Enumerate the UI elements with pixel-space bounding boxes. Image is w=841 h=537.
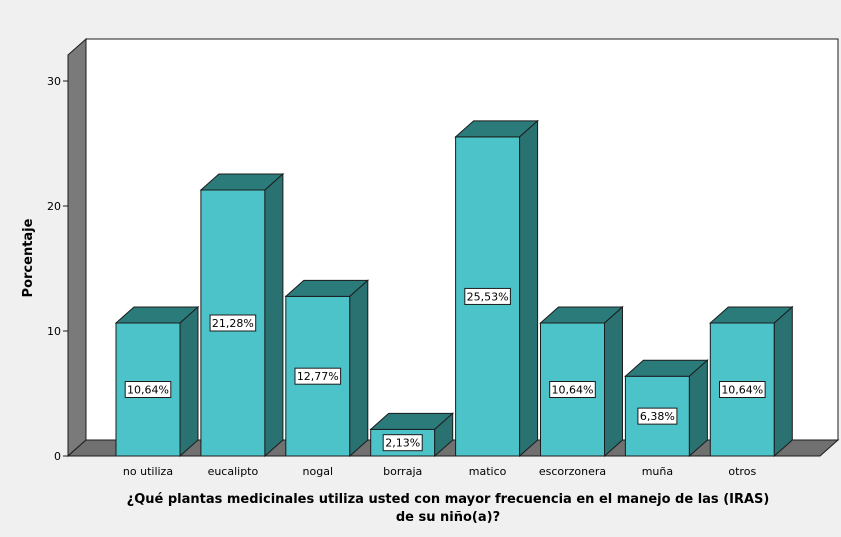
x-category-label: no utiliza xyxy=(123,465,173,478)
data-label: 2,13% xyxy=(385,437,420,450)
bar-side xyxy=(604,305,623,458)
bar-side xyxy=(179,305,199,458)
data-label: 6,38% xyxy=(640,410,675,423)
data-label: 10,64% xyxy=(721,384,763,397)
x-category-label: eucalipto xyxy=(208,465,259,478)
bar-6: 10,64% xyxy=(539,305,624,458)
bar-2: 21,28% xyxy=(199,172,285,458)
bar-4: 2,13% xyxy=(369,412,455,458)
bar-side xyxy=(264,172,284,458)
y-tick-label: 20 xyxy=(47,200,61,213)
data-label-box xyxy=(209,314,257,332)
bar-side xyxy=(434,412,454,458)
x-category-label: escorzonera xyxy=(539,465,606,478)
x-axis-title-line-2: de su niño(a)? xyxy=(396,510,500,525)
data-label-box xyxy=(124,381,172,398)
x-category-label: nogal xyxy=(303,465,333,478)
bars-group: 10,64% 21,28% 12,77% 2,13% 25,53% 10,64% 6,38%… xyxy=(114,119,794,458)
data-label: 10,64% xyxy=(552,384,594,397)
y-axis: 0 10 20 30 xyxy=(47,75,68,463)
data-label-box xyxy=(637,407,678,425)
bar-8: 10,64% xyxy=(708,305,794,458)
y-tick-label: 10 xyxy=(47,325,61,338)
bar-side xyxy=(519,119,539,458)
data-label: 25,53% xyxy=(467,290,509,303)
y-tick-label: 30 xyxy=(47,75,61,88)
x-axis-labels: no utiliza eucalipto nogal borraja matico esc… xyxy=(123,465,757,478)
bar-7: 6,38% xyxy=(624,359,709,458)
bar-side xyxy=(349,279,369,458)
bar-1: 10,64% xyxy=(114,305,200,458)
bar-side xyxy=(688,359,708,458)
x-category-label: otros xyxy=(728,465,756,478)
data-label-box xyxy=(719,381,766,398)
bar-3: 12,77% xyxy=(284,279,370,458)
x-category-label: borraja xyxy=(383,465,422,478)
bar-5: 25,53% xyxy=(454,119,539,458)
x-category-label: matico xyxy=(469,465,507,478)
x-axis-title-line-1: ¿Qué plantas medicinales utiliza usted c… xyxy=(127,492,770,507)
data-label-box xyxy=(294,367,342,385)
data-label: 21,28% xyxy=(212,317,254,330)
data-label: 12,77% xyxy=(297,370,339,383)
bar-side xyxy=(773,305,793,458)
data-label-box xyxy=(549,381,596,398)
data-label-box xyxy=(382,434,423,452)
plot-side-wall xyxy=(67,37,87,458)
x-category-label: muña xyxy=(642,465,673,478)
data-label: 10,64% xyxy=(127,384,169,397)
y-axis-title: Porcentaje xyxy=(21,218,36,297)
data-label-box xyxy=(464,287,511,305)
y-tick-label: 0 xyxy=(54,450,61,463)
